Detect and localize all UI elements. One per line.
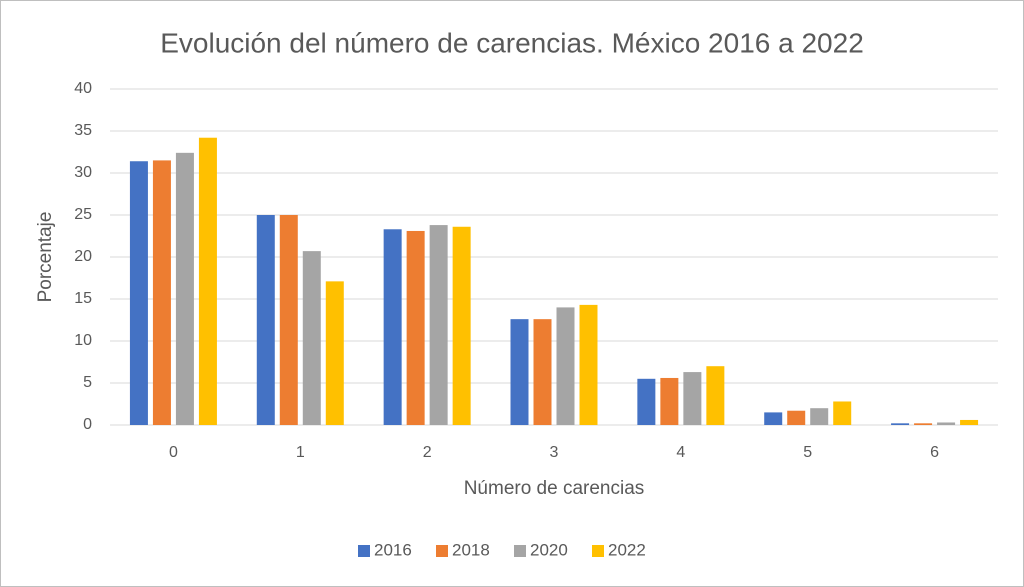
bar [810, 408, 829, 425]
y-tick-label: 10 [74, 332, 92, 349]
bar [637, 378, 656, 425]
bar [452, 226, 471, 425]
bar [937, 422, 956, 425]
x-tick-label: 1 [296, 444, 305, 461]
y-tick-label: 40 [74, 80, 92, 97]
y-tick-label: 25 [74, 206, 92, 223]
y-tick-label: 5 [83, 374, 92, 391]
bar [406, 230, 425, 425]
x-tick-label: 6 [930, 444, 939, 461]
x-tick-label: 2 [423, 444, 432, 461]
x-tick-label: 5 [803, 444, 812, 461]
bar [706, 366, 725, 425]
bar [960, 419, 979, 425]
y-tick-label: 15 [74, 290, 92, 307]
legend-label: 2020 [530, 540, 568, 559]
bar [579, 304, 598, 425]
legend-swatch [436, 545, 448, 557]
bar [429, 225, 448, 425]
bar [302, 251, 321, 425]
bar [556, 307, 575, 425]
bar [660, 377, 679, 425]
bar [787, 410, 806, 425]
y-tick-label: 0 [83, 416, 92, 433]
bar [256, 215, 275, 425]
bar [175, 152, 194, 425]
bar [510, 319, 529, 425]
bar [152, 160, 171, 425]
legend-label: 2016 [374, 540, 412, 559]
y-tick-label: 35 [74, 122, 92, 139]
x-tick-label: 4 [676, 444, 685, 461]
chart-title: Evolución del número de carencias. Méxic… [160, 27, 864, 58]
bar [914, 423, 933, 425]
x-tick-label: 3 [550, 444, 559, 461]
bar [129, 161, 148, 426]
legend-label: 2022 [608, 540, 646, 559]
legend-swatch [592, 545, 604, 557]
bar [383, 229, 402, 425]
y-axis-title: Porcentaje [35, 212, 56, 303]
x-axis-title: Número de carencias [464, 478, 645, 499]
legend-swatch [514, 545, 526, 557]
legend-swatch [358, 545, 370, 557]
bar [683, 372, 702, 425]
bar [891, 423, 910, 425]
bar [764, 412, 783, 425]
bar [279, 215, 298, 425]
bar [833, 401, 852, 425]
bar [325, 281, 344, 425]
bar [533, 319, 552, 425]
bar [198, 137, 217, 425]
x-tick-label: 0 [169, 444, 178, 461]
y-tick-label: 30 [74, 164, 92, 181]
legend-label: 2018 [452, 540, 490, 559]
y-tick-label: 20 [74, 248, 92, 265]
